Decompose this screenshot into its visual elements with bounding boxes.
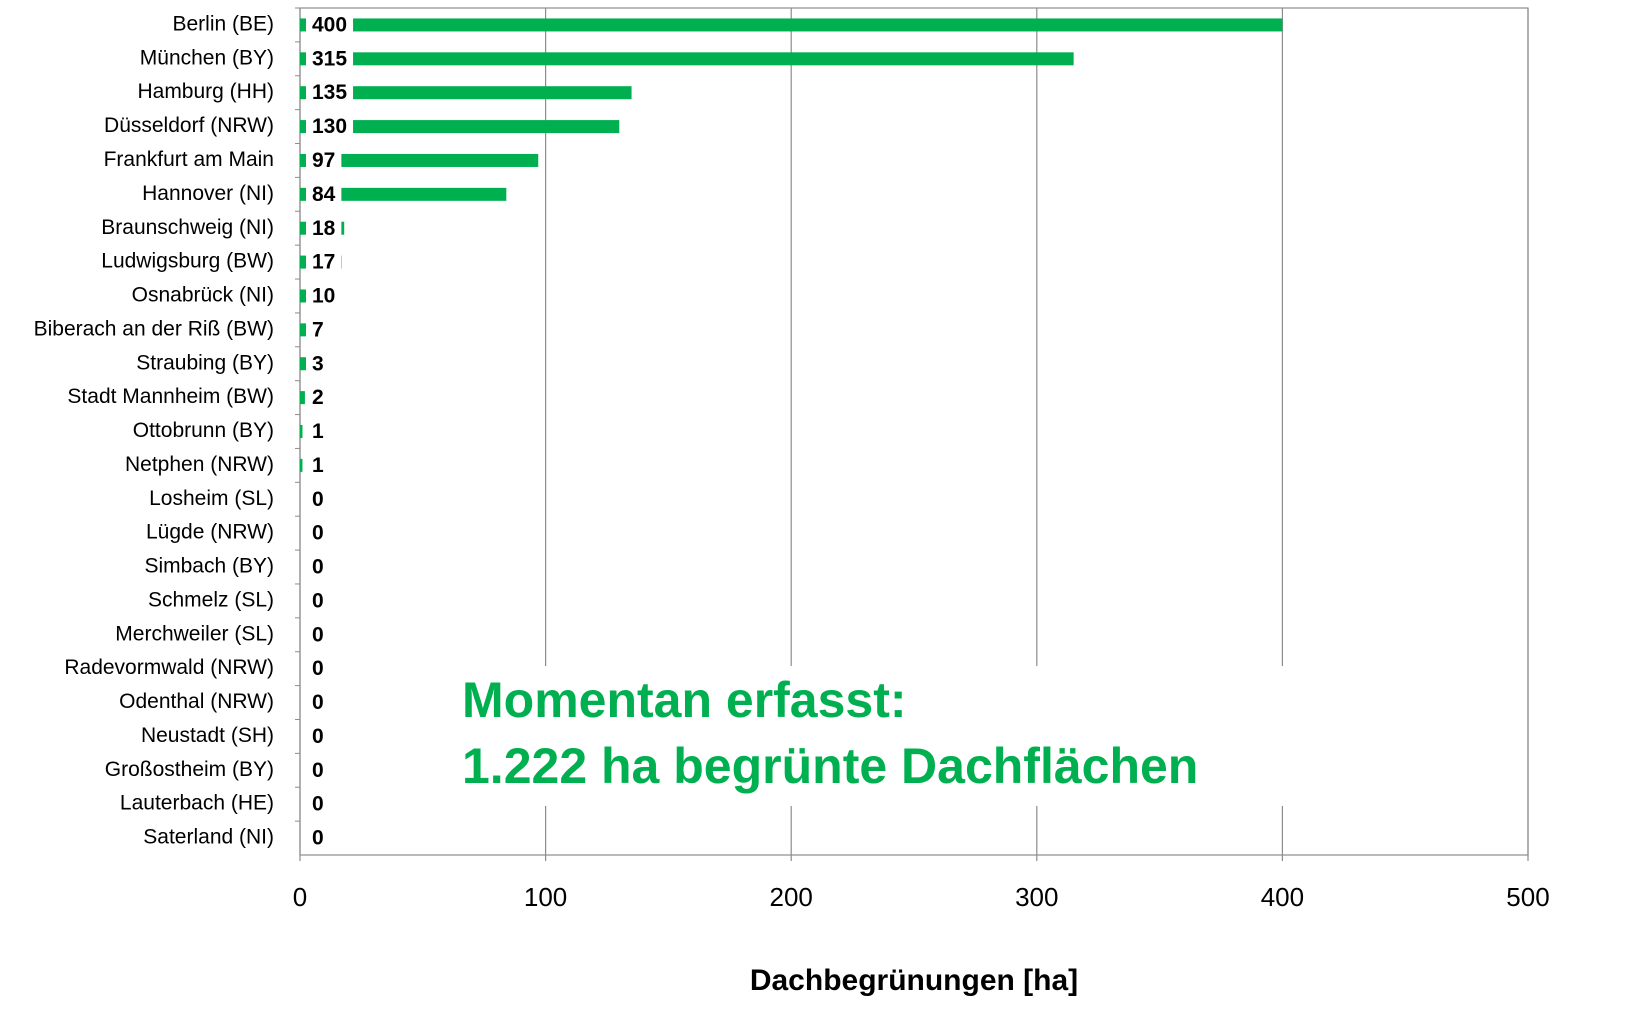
value-label-bg bbox=[306, 792, 330, 817]
value-label: 0 bbox=[312, 827, 324, 850]
value-label: 0 bbox=[312, 589, 324, 612]
bar bbox=[300, 425, 303, 438]
x-tick-label: 0 bbox=[293, 882, 307, 912]
bar bbox=[300, 52, 1074, 66]
value-label-bg bbox=[306, 521, 330, 546]
y-tick-label: Berlin (BE) bbox=[172, 12, 274, 35]
y-tick-label: Simbach (BY) bbox=[144, 555, 274, 578]
value-label-bg bbox=[306, 622, 330, 647]
x-tick-label: 100 bbox=[524, 882, 567, 912]
value-label-bg bbox=[306, 724, 330, 749]
x-tick-label: 300 bbox=[1015, 882, 1058, 912]
y-tick-label: Losheim (SL) bbox=[149, 487, 274, 510]
value-label-bg bbox=[306, 12, 354, 37]
value-label: 130 bbox=[312, 115, 347, 138]
value-label: 400 bbox=[312, 13, 347, 36]
value-label-bg bbox=[306, 216, 342, 241]
y-tick-label: Biberach an der Riß (BW) bbox=[34, 317, 274, 340]
annotation-bg bbox=[452, 666, 1302, 806]
y-tick-label: Hannover (NI) bbox=[142, 182, 274, 205]
bar bbox=[300, 18, 1283, 32]
value-label-bg bbox=[306, 419, 330, 444]
x-tick-label: 200 bbox=[770, 882, 813, 912]
x-tick-label: 400 bbox=[1261, 882, 1304, 912]
value-label: 1 bbox=[312, 420, 324, 443]
y-tick-label: Lügde (NRW) bbox=[146, 521, 274, 544]
bar bbox=[300, 120, 620, 134]
value-label-bg bbox=[306, 46, 354, 71]
value-label-bg bbox=[306, 250, 342, 275]
value-label-bg bbox=[306, 487, 330, 512]
value-label-bg bbox=[306, 148, 342, 173]
value-label: 10 bbox=[312, 285, 335, 308]
bar bbox=[300, 458, 303, 472]
value-label: 17 bbox=[312, 251, 335, 274]
y-tick-label: Saterland (NI) bbox=[143, 826, 274, 849]
value-label: 0 bbox=[312, 488, 324, 511]
value-label-bg bbox=[306, 588, 330, 613]
y-tick-label: Lauterbach (HE) bbox=[120, 792, 274, 815]
y-tick-label: Odenthal (NRW) bbox=[119, 690, 274, 713]
bar bbox=[300, 153, 539, 167]
value-label: 3 bbox=[312, 352, 324, 375]
y-tick-label: München (BY) bbox=[140, 46, 274, 69]
value-label-bg bbox=[306, 114, 354, 139]
value-label: 0 bbox=[312, 522, 324, 545]
value-label-bg bbox=[306, 182, 342, 207]
annotation: Momentan erfasst: bbox=[462, 672, 907, 728]
bar bbox=[300, 391, 305, 405]
y-tick-label: Schmelz (SL) bbox=[148, 588, 274, 611]
value-label: 0 bbox=[312, 759, 324, 782]
y-tick-label: Neustadt (SH) bbox=[141, 724, 274, 747]
y-tick-label: Netphen (NRW) bbox=[125, 453, 274, 476]
value-label-bg bbox=[306, 351, 330, 376]
y-tick-label: Stadt Mannheim (BW) bbox=[67, 385, 274, 408]
value-label-bg bbox=[306, 317, 330, 342]
value-label-bg bbox=[306, 555, 330, 580]
y-tick-label: Braunschweig (NI) bbox=[101, 216, 274, 239]
value-label: 0 bbox=[312, 623, 324, 646]
value-label: 315 bbox=[312, 47, 347, 70]
y-tick-label: Hamburg (HH) bbox=[137, 80, 274, 103]
y-tick-label: Straubing (BY) bbox=[136, 351, 274, 374]
value-label-bg bbox=[306, 758, 330, 783]
y-tick-label: Ludwigsburg (BW) bbox=[101, 250, 274, 273]
bar bbox=[300, 357, 308, 371]
value-label-bg bbox=[306, 453, 330, 478]
value-label: 0 bbox=[312, 725, 324, 748]
x-tick-label: 500 bbox=[1506, 882, 1549, 912]
value-label-bg bbox=[306, 283, 342, 308]
value-label: 2 bbox=[312, 386, 324, 409]
value-label: 135 bbox=[312, 81, 347, 104]
value-label-bg bbox=[306, 826, 330, 851]
bar bbox=[300, 86, 632, 100]
value-label: 0 bbox=[312, 657, 324, 680]
y-tick-label: Radevormwald (NRW) bbox=[64, 656, 274, 679]
annotation: 1.222 ha begrünte Dachflächen bbox=[462, 738, 1198, 794]
y-tick-label: Osnabrück (NI) bbox=[132, 284, 274, 307]
y-tick-label: Großostheim (BY) bbox=[105, 758, 274, 781]
value-label: 0 bbox=[312, 556, 324, 579]
value-label: 97 bbox=[312, 149, 335, 172]
value-label-bg bbox=[306, 690, 330, 715]
y-tick-label: Düsseldorf (NRW) bbox=[104, 114, 274, 137]
value-label-bg bbox=[306, 385, 330, 410]
value-label-bg bbox=[306, 656, 330, 681]
value-label-bg bbox=[306, 80, 354, 105]
value-label: 1 bbox=[312, 454, 324, 477]
y-tick-label: Frankfurt am Main bbox=[104, 148, 274, 171]
value-label: 0 bbox=[312, 691, 324, 714]
y-tick-label: Ottobrunn (BY) bbox=[133, 419, 274, 442]
value-label: 7 bbox=[312, 318, 324, 341]
bar bbox=[300, 187, 507, 201]
x-axis-label: Dachbegrünungen [ha] bbox=[750, 964, 1078, 997]
value-label: 18 bbox=[312, 217, 336, 240]
value-label: 0 bbox=[312, 793, 324, 816]
y-tick-label: Merchweiler (SL) bbox=[115, 622, 274, 645]
value-label: 84 bbox=[312, 183, 336, 206]
